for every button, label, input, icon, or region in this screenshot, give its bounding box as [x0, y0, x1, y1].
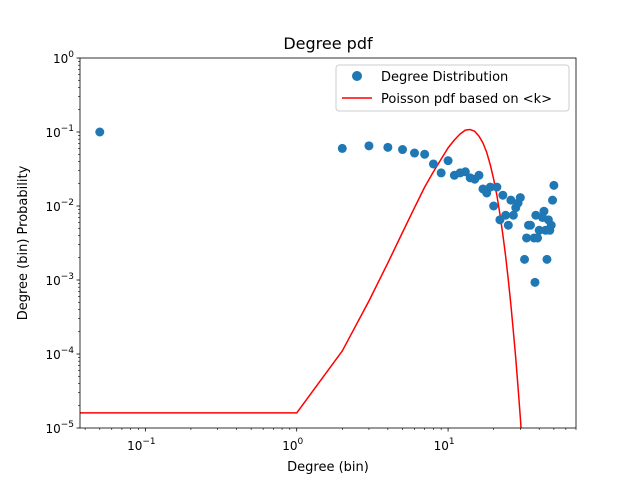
degree-distribution-point [498, 190, 508, 200]
x-axis: 10−1 100 101 [84, 428, 577, 453]
legend: Degree Distribution Poisson pdf based on… [335, 64, 570, 112]
degree-distribution-point [364, 141, 374, 151]
y-axis: 10−5 10−4 10−3 10−2 10−1 100 [45, 50, 80, 436]
degree-distribution-point [522, 233, 532, 243]
degree-distribution-point [489, 201, 499, 211]
x-axis-label: Degree (bin) [287, 460, 369, 475]
degree-distribution-point [549, 180, 559, 190]
y-tick-label: 10−5 [45, 420, 74, 436]
degree-distribution-point [436, 168, 446, 178]
degree-distribution-point [520, 254, 530, 264]
degree-distribution-point [485, 182, 495, 192]
degree-distribution-point [525, 220, 535, 230]
legend-marker-degree-distribution[interactable] [352, 71, 362, 81]
y-tick-label: 10−1 [45, 124, 74, 140]
y-tick-label: 10−2 [45, 198, 74, 214]
degree-distribution-point [474, 170, 484, 180]
degree-distribution-point [443, 156, 453, 166]
degree-distribution-point [533, 233, 543, 243]
legend-box [335, 64, 570, 112]
degree-distribution-point [530, 277, 540, 287]
y-axis-label: Degree (bin) Probability [16, 165, 31, 320]
degree-distribution-point [539, 206, 549, 216]
x-tick-label: 10−1 [127, 437, 156, 453]
degree-distribution-point [515, 193, 525, 203]
y-tick-label: 10−3 [45, 272, 74, 288]
y-tick-label: 100 [53, 50, 74, 66]
degree-distribution-point [492, 182, 502, 192]
degree-distribution-point [508, 210, 518, 220]
x-tick-label: 101 [434, 437, 455, 453]
poisson-pdf-line [80, 128, 522, 428]
degree-distribution-point [95, 127, 105, 137]
degree-distribution-point [534, 225, 544, 235]
degree-distribution-point [548, 195, 558, 205]
degree-distribution-point [503, 220, 513, 230]
degree-distribution-point [460, 167, 470, 177]
degree-distribution-point [383, 142, 393, 152]
degree-distribution-point [546, 220, 556, 230]
degree-distribution-point [410, 148, 419, 158]
y-tick-label: 10−4 [45, 346, 74, 362]
degree-distribution-point [428, 159, 438, 169]
degree-distribution-point [398, 145, 408, 155]
degree-distribution-point [501, 210, 511, 220]
x-tick-label: 100 [282, 437, 303, 453]
legend-label-poisson: Poisson pdf based on <k> [381, 92, 552, 107]
chart-title: Degree pdf [283, 34, 373, 53]
degree-distribution-point [337, 143, 347, 153]
legend-label-degree-distribution: Degree Distribution [381, 70, 508, 85]
degree-distribution-point [542, 254, 552, 264]
degree-distribution-point [420, 149, 430, 159]
series-layer [80, 127, 559, 428]
degree-distribution-point [506, 195, 516, 205]
plot-frame [79, 57, 577, 429]
